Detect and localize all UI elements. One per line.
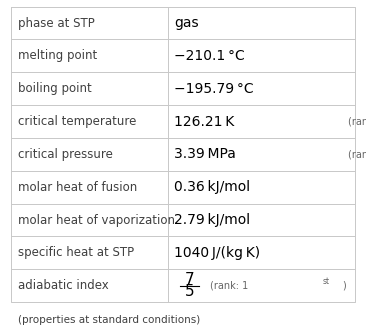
Text: −210.1 °C: −210.1 °C xyxy=(174,49,245,63)
Text: molar heat of fusion: molar heat of fusion xyxy=(18,181,137,194)
Text: critical pressure: critical pressure xyxy=(18,148,112,161)
Text: phase at STP: phase at STP xyxy=(18,17,94,30)
Text: 1040 J/(kg K): 1040 J/(kg K) xyxy=(174,246,260,260)
Text: 3.39 MPa: 3.39 MPa xyxy=(174,147,236,161)
Text: gas: gas xyxy=(174,16,199,30)
Text: adiabatic index: adiabatic index xyxy=(18,279,108,292)
Text: boiling point: boiling point xyxy=(18,82,92,95)
Text: critical temperature: critical temperature xyxy=(18,115,136,128)
Text: 5: 5 xyxy=(185,284,194,299)
Text: 7: 7 xyxy=(185,272,194,287)
Text: 2.79 kJ/mol: 2.79 kJ/mol xyxy=(174,213,250,227)
Text: (properties at standard conditions): (properties at standard conditions) xyxy=(18,315,200,325)
Text: molar heat of vaporization: molar heat of vaporization xyxy=(18,213,175,226)
Text: ): ) xyxy=(343,281,346,291)
Text: (rank: 1: (rank: 1 xyxy=(210,281,248,291)
Text: specific heat at STP: specific heat at STP xyxy=(18,246,134,259)
Text: −195.79 °C: −195.79 °C xyxy=(174,82,254,96)
Text: melting point: melting point xyxy=(18,49,97,62)
Text: 126.21 K: 126.21 K xyxy=(174,115,234,128)
Text: 0.36 kJ/mol: 0.36 kJ/mol xyxy=(174,180,250,194)
Text: (rank: 18: (rank: 18 xyxy=(348,149,366,159)
Text: (rank: 18: (rank: 18 xyxy=(348,117,366,126)
Text: st: st xyxy=(322,277,329,286)
